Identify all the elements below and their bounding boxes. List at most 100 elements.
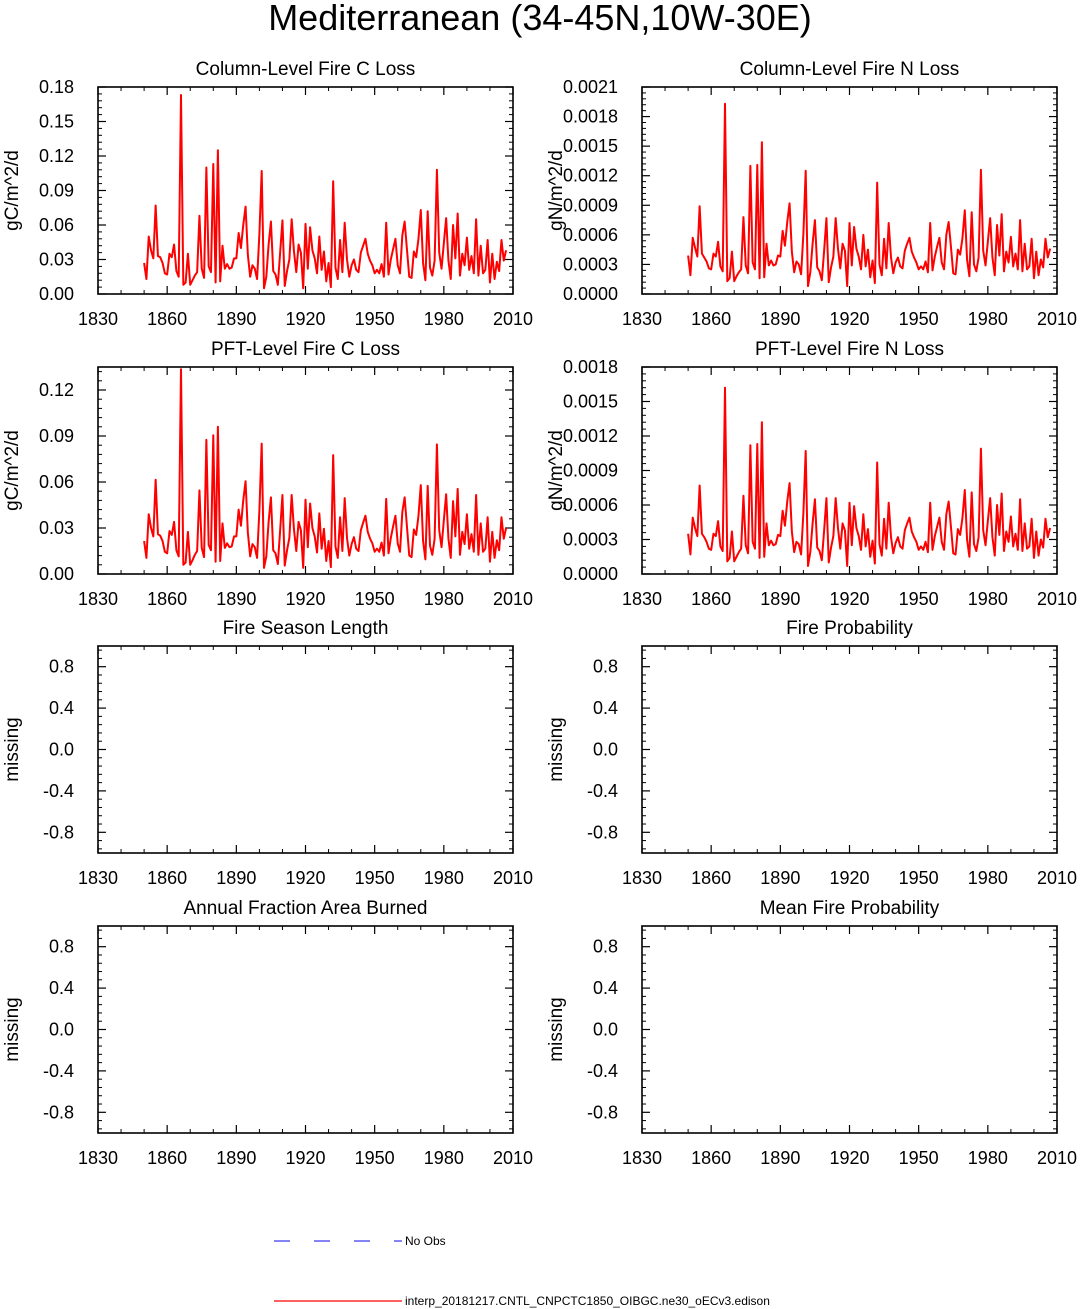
x-tick-label: 2010 — [493, 1148, 533, 1168]
x-tick-label: 1980 — [424, 1148, 464, 1168]
y-tick-label: 0.09 — [39, 426, 74, 446]
x-tick-label: 1980 — [968, 868, 1008, 888]
x-tick-label: 1920 — [829, 589, 869, 609]
x-tick-label: 1980 — [424, 589, 464, 609]
chart-panel-fire-prob: Fire Probability missing 1830 1860 1890 1920 1… — [546, 618, 1077, 888]
x-tick-label: 1830 — [622, 589, 662, 609]
chart-panel-pft-fire-n: PFT-Level Fire N Loss gN/m^2/d 1830 1860 189… — [546, 339, 1077, 609]
chart-title: PFT-Level Fire N Loss — [755, 339, 944, 360]
x-tick-label: 1980 — [968, 589, 1008, 609]
x-tick-label: 2010 — [1037, 589, 1077, 609]
x-tick-label: 1860 — [691, 309, 731, 329]
figure-title: Mediterranean (34-45N,10W-30E) — [268, 0, 812, 38]
x-tick-label: 1920 — [829, 309, 869, 329]
x-tick-label: 1830 — [622, 1148, 662, 1168]
plot-frame — [97, 86, 514, 295]
x-tick-label: 1830 — [78, 1148, 118, 1168]
y-tick-label: -0.4 — [43, 1061, 74, 1081]
series-line — [143, 94, 508, 290]
chart-title: Column-Level Fire C Loss — [196, 59, 416, 80]
y-tick-label: -0.4 — [43, 781, 74, 801]
chart-title: Fire Probability — [786, 618, 913, 639]
x-tick-label: 1980 — [424, 868, 464, 888]
plot-frame — [97, 645, 514, 854]
x-tick-label: 1950 — [355, 1148, 395, 1168]
y-tick-label: 0.00 — [39, 564, 74, 584]
x-tick-label: 1830 — [622, 309, 662, 329]
x-tick-label: 2010 — [1037, 868, 1077, 888]
y-tick-label: 0.06 — [39, 215, 74, 235]
y-tick-label: 0.06 — [39, 472, 74, 492]
chart-panel-col-fire-c: Column-Level Fire C Loss gC/m^2/d 1830 1860… — [2, 59, 533, 329]
y-tick-label: 0.0015 — [563, 136, 618, 156]
y-tick-label: 0.09 — [39, 181, 74, 201]
y-tick-label: 0.0 — [49, 1020, 74, 1040]
x-tick-label: 1830 — [622, 868, 662, 888]
y-tick-label: 0.8 — [593, 657, 618, 677]
series-line — [687, 102, 1052, 288]
x-tick-label: 1890 — [216, 1148, 256, 1168]
y-tick-label: 0.0015 — [563, 392, 618, 412]
x-tick-label: 1860 — [691, 1148, 731, 1168]
y-tick-label: 0.0012 — [563, 426, 618, 446]
y-tick-label: 0.0012 — [563, 166, 618, 186]
chart-title: PFT-Level Fire C Loss — [211, 339, 400, 360]
series-line — [687, 386, 1052, 567]
x-tick-label: 1860 — [691, 589, 731, 609]
y-tick-label: 0.4 — [49, 698, 74, 718]
x-tick-label: 1860 — [147, 868, 187, 888]
x-tick-label: 1920 — [285, 309, 325, 329]
x-tick-label: 1890 — [216, 589, 256, 609]
y-tick-label: -0.8 — [587, 1102, 618, 1122]
x-tick-label: 1920 — [285, 589, 325, 609]
y-tick-label: 0.12 — [39, 380, 74, 400]
legend-obs-label: No Obs — [405, 1234, 446, 1248]
x-tick-label: 1860 — [147, 589, 187, 609]
x-tick-label: 1830 — [78, 589, 118, 609]
y-tick-label: 0.12 — [39, 146, 74, 166]
x-tick-label: 1920 — [829, 868, 869, 888]
x-tick-label: 2010 — [493, 868, 533, 888]
y-tick-label: 0.03 — [39, 250, 74, 270]
y-tick-label: 0.4 — [593, 978, 618, 998]
plot-frame — [641, 645, 1058, 854]
x-tick-label: 1950 — [899, 589, 939, 609]
y-tick-label: -0.8 — [43, 822, 74, 842]
x-tick-label: 2010 — [493, 309, 533, 329]
y-axis-label: gN/m^2/d — [546, 430, 567, 511]
panels: Column-Level Fire C Loss gC/m^2/d 1830 1860… — [2, 59, 1077, 1168]
x-tick-label: 1950 — [355, 868, 395, 888]
y-tick-label: -0.4 — [587, 1061, 618, 1081]
y-tick-label: 0.8 — [593, 937, 618, 957]
y-tick-label: 0.0021 — [563, 77, 618, 97]
chart-panel-area-burned: Annual Fraction Area Burned missing 1830 18… — [2, 898, 533, 1168]
x-tick-label: 1920 — [285, 868, 325, 888]
y-tick-label: 0.4 — [49, 978, 74, 998]
y-axis-label: missing — [2, 717, 23, 781]
plot-frame — [641, 925, 1058, 1134]
x-tick-label: 1890 — [760, 868, 800, 888]
y-tick-label: 0.0003 — [563, 254, 618, 274]
x-tick-label: 1890 — [760, 1148, 800, 1168]
y-tick-label: 0.0003 — [563, 530, 618, 550]
x-tick-label: 2010 — [1037, 1148, 1077, 1168]
x-tick-label: 1830 — [78, 309, 118, 329]
plot-frame — [641, 366, 1058, 575]
x-tick-label: 1950 — [355, 589, 395, 609]
y-tick-label: 0.0006 — [563, 495, 618, 515]
chart-panel-mean-fire-prob: Mean Fire Probability missing 1830 1860 1890… — [546, 898, 1077, 1168]
y-tick-label: 0.15 — [39, 112, 74, 132]
x-tick-label: 1890 — [216, 309, 256, 329]
y-tick-label: 0.4 — [593, 698, 618, 718]
y-tick-label: 0.18 — [39, 77, 74, 97]
x-tick-label: 1860 — [147, 309, 187, 329]
y-tick-label: -0.8 — [587, 822, 618, 842]
x-tick-label: 2010 — [493, 589, 533, 609]
x-tick-label: 2010 — [1037, 309, 1077, 329]
series-line — [143, 368, 508, 569]
chart-panel-pft-fire-c: PFT-Level Fire C Loss gC/m^2/d 1830 1860 189… — [2, 339, 533, 609]
plot-frame — [97, 366, 514, 575]
y-tick-label: 0.0000 — [563, 284, 618, 304]
